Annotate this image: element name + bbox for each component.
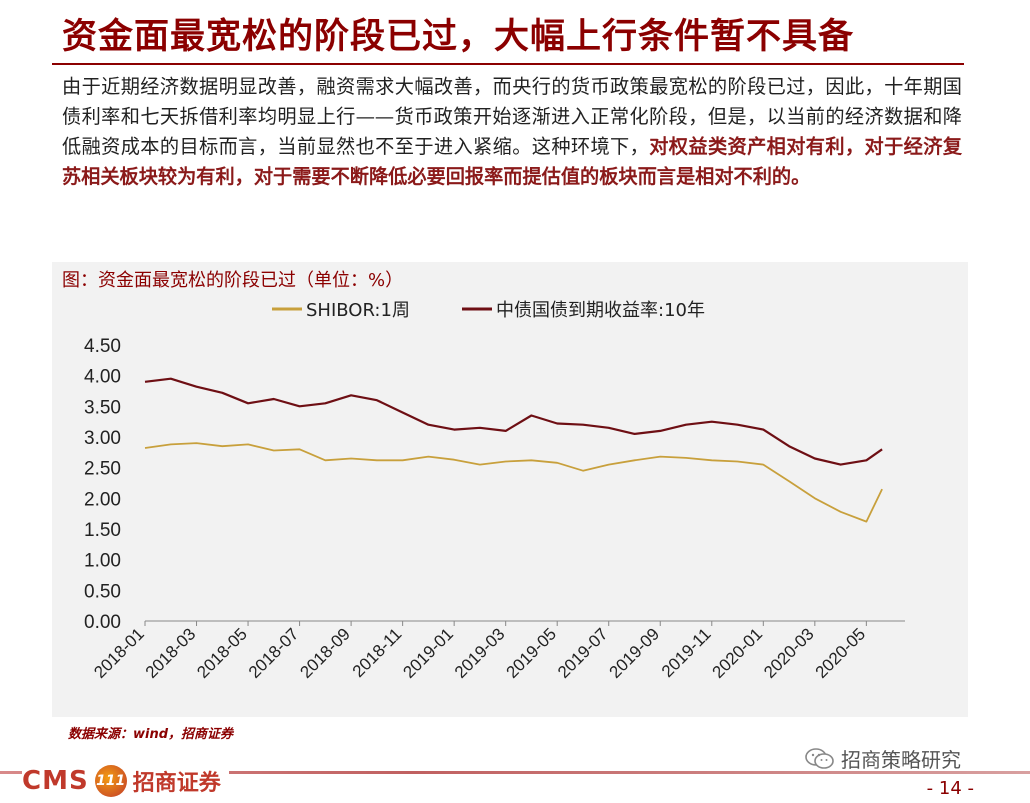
y-tick-label: 2.00 <box>84 489 121 510</box>
wechat-icon <box>805 747 834 769</box>
y-tick-label: 1.50 <box>84 520 121 541</box>
y-tick-label: 2.50 <box>84 459 121 480</box>
x-tick-label: 2020-01 <box>709 624 767 682</box>
wechat-account: 招商策略研究 <box>805 744 961 773</box>
x-tick-label: 2019-09 <box>606 624 664 682</box>
x-tick-label: 2019-01 <box>399 624 457 682</box>
x-tick-label: 2020-05 <box>812 624 870 682</box>
legend-label: 中债国债到期收益率:10年 <box>496 300 705 321</box>
x-tick-label: 2019-11 <box>658 624 715 681</box>
summary-paragraph: 由于近期经济数据明显改善，融资需求大幅改善，而央行的货币政策最宽松的阶段已过，因… <box>62 72 962 192</box>
chart-panel <box>52 262 968 717</box>
y-tick-label: 4.00 <box>84 367 121 388</box>
x-tick-label: 2018-07 <box>245 624 303 682</box>
x-tick-label: 2018-09 <box>296 624 354 682</box>
logo-name: 招商证券 <box>132 771 221 796</box>
logo-mark-icon: 111 <box>94 765 127 797</box>
x-tick-label: 2019-03 <box>451 624 509 682</box>
legend-label: SHIBOR:1周 <box>306 300 410 321</box>
page-title: 资金面最宽松的阶段已过，大幅上行条件暂不具备 <box>62 16 855 57</box>
data-source: 数据来源：wind，招商证券 <box>68 727 234 742</box>
summary-text: 由于近期经济数据明显改善，融资需求大幅改善，而央行的货币政策最宽松的阶段已过，因… <box>62 75 962 158</box>
logo-cms: CMS <box>22 766 89 796</box>
wechat-label: 招商策略研究 <box>841 748 961 772</box>
title-divider <box>52 63 964 65</box>
footer-divider <box>0 771 1030 774</box>
y-tick-label: 3.00 <box>84 428 121 449</box>
chart-title: 图：资金面最宽松的阶段已过（单位：%） <box>62 270 404 291</box>
y-tick-label: 0.00 <box>84 612 121 633</box>
y-tick-label: 3.50 <box>84 397 121 418</box>
series-line-shibor <box>144 442 883 523</box>
company-logo: CMS 111 招商证券 <box>22 765 229 797</box>
x-tick-label: 2018-05 <box>193 624 251 682</box>
x-tick-label: 2018-11 <box>349 624 406 681</box>
x-tick-label: 2018-01 <box>90 624 148 682</box>
y-tick-label: 1.00 <box>84 551 121 572</box>
y-tick-label: 4.50 <box>84 336 121 357</box>
series-line-bond <box>144 377 883 466</box>
page-number: - 14 - <box>922 778 978 799</box>
y-tick-label: 0.50 <box>84 581 121 602</box>
x-tick-label: 2019-07 <box>554 624 612 682</box>
x-tick-label: 2019-05 <box>502 624 560 682</box>
summary-highlight: 对权益类资产相对有利，对于经济复苏相关板块较为有利，对于需要不断降低必要回报率而… <box>62 135 963 188</box>
x-tick-label: 2018-03 <box>142 624 200 682</box>
x-tick-label: 2020-03 <box>760 624 818 682</box>
